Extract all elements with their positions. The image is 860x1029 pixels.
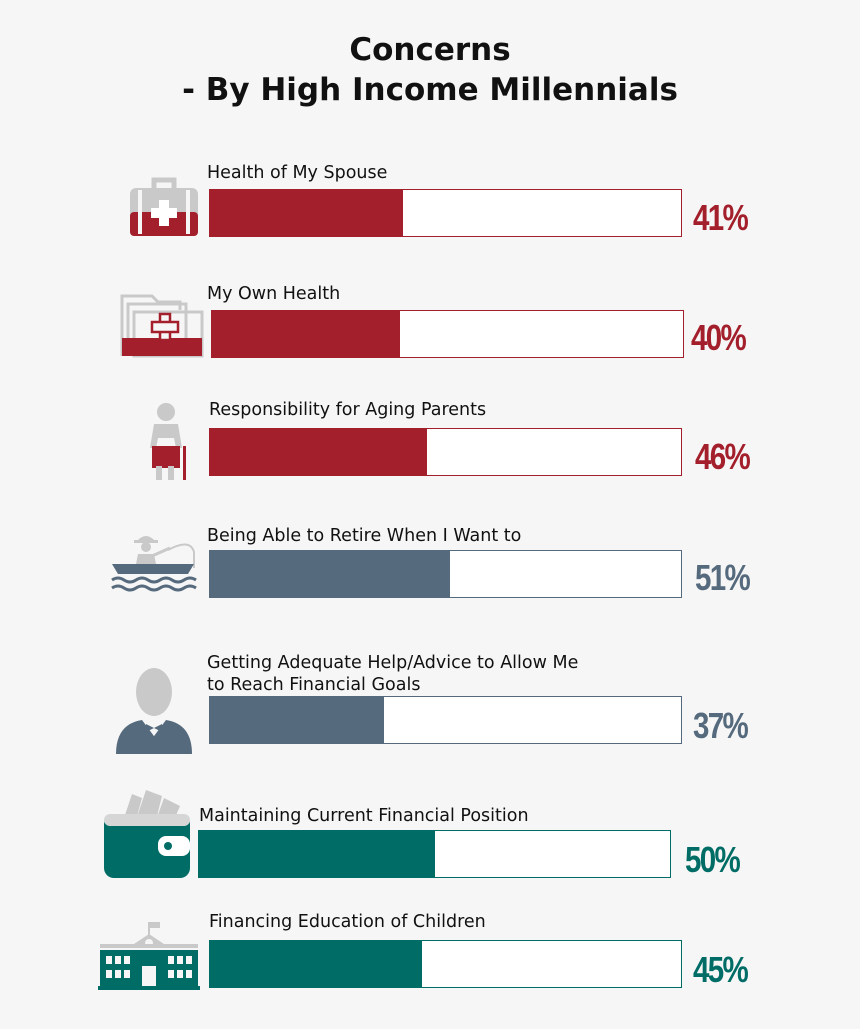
concern-label: Being Able to Retire When I Want to — [207, 526, 522, 546]
first-aid-kit-icon — [130, 177, 198, 236]
bar-fill — [210, 429, 427, 475]
concern-label: Health of My Spouse — [207, 163, 388, 183]
percent-label: 46% — [695, 436, 751, 477]
concern-label-line-2: to Reach Financial Goals — [207, 675, 421, 695]
fishing-boat-icon — [111, 536, 197, 592]
bar-fill — [210, 697, 385, 743]
bar-track — [209, 189, 682, 237]
percent-label: 37% — [693, 705, 749, 746]
wallet-icon — [104, 790, 190, 878]
advisor-icon — [116, 668, 192, 754]
concern-label: My Own Health — [207, 284, 341, 304]
percent-label: 40% — [691, 317, 747, 358]
bar-track — [209, 696, 682, 744]
percent-label: 50% — [685, 839, 741, 880]
school-icon — [98, 922, 200, 990]
percent-label: 51% — [695, 557, 751, 598]
title-line-1: Concerns — [349, 32, 511, 68]
concern-label-line-1: Getting Adequate Help/Advice to Allow Me — [207, 653, 579, 673]
bar-fill — [210, 941, 422, 987]
bar-track — [209, 428, 682, 476]
percent-label: 45% — [693, 949, 749, 990]
bar-fill — [210, 551, 451, 597]
bar-track — [209, 940, 682, 988]
concern-label: Maintaining Current Financial Position — [199, 806, 529, 826]
bar-track — [198, 830, 671, 878]
title-line-2: - By High Income Millennials — [182, 72, 678, 108]
elderly-person-icon — [150, 403, 186, 480]
percent-label: 41% — [693, 197, 749, 238]
bar-track — [209, 550, 682, 598]
bar-fill — [199, 831, 435, 877]
medical-folder-icon — [120, 294, 204, 358]
bar-fill — [212, 311, 401, 357]
chart-title: Concerns - By High Income Millennials — [0, 30, 860, 110]
concern-label: Financing Education of Children — [209, 912, 486, 932]
bar-fill — [210, 190, 404, 236]
concern-label: Responsibility for Aging Parents — [209, 400, 487, 420]
bar-track — [211, 310, 684, 358]
